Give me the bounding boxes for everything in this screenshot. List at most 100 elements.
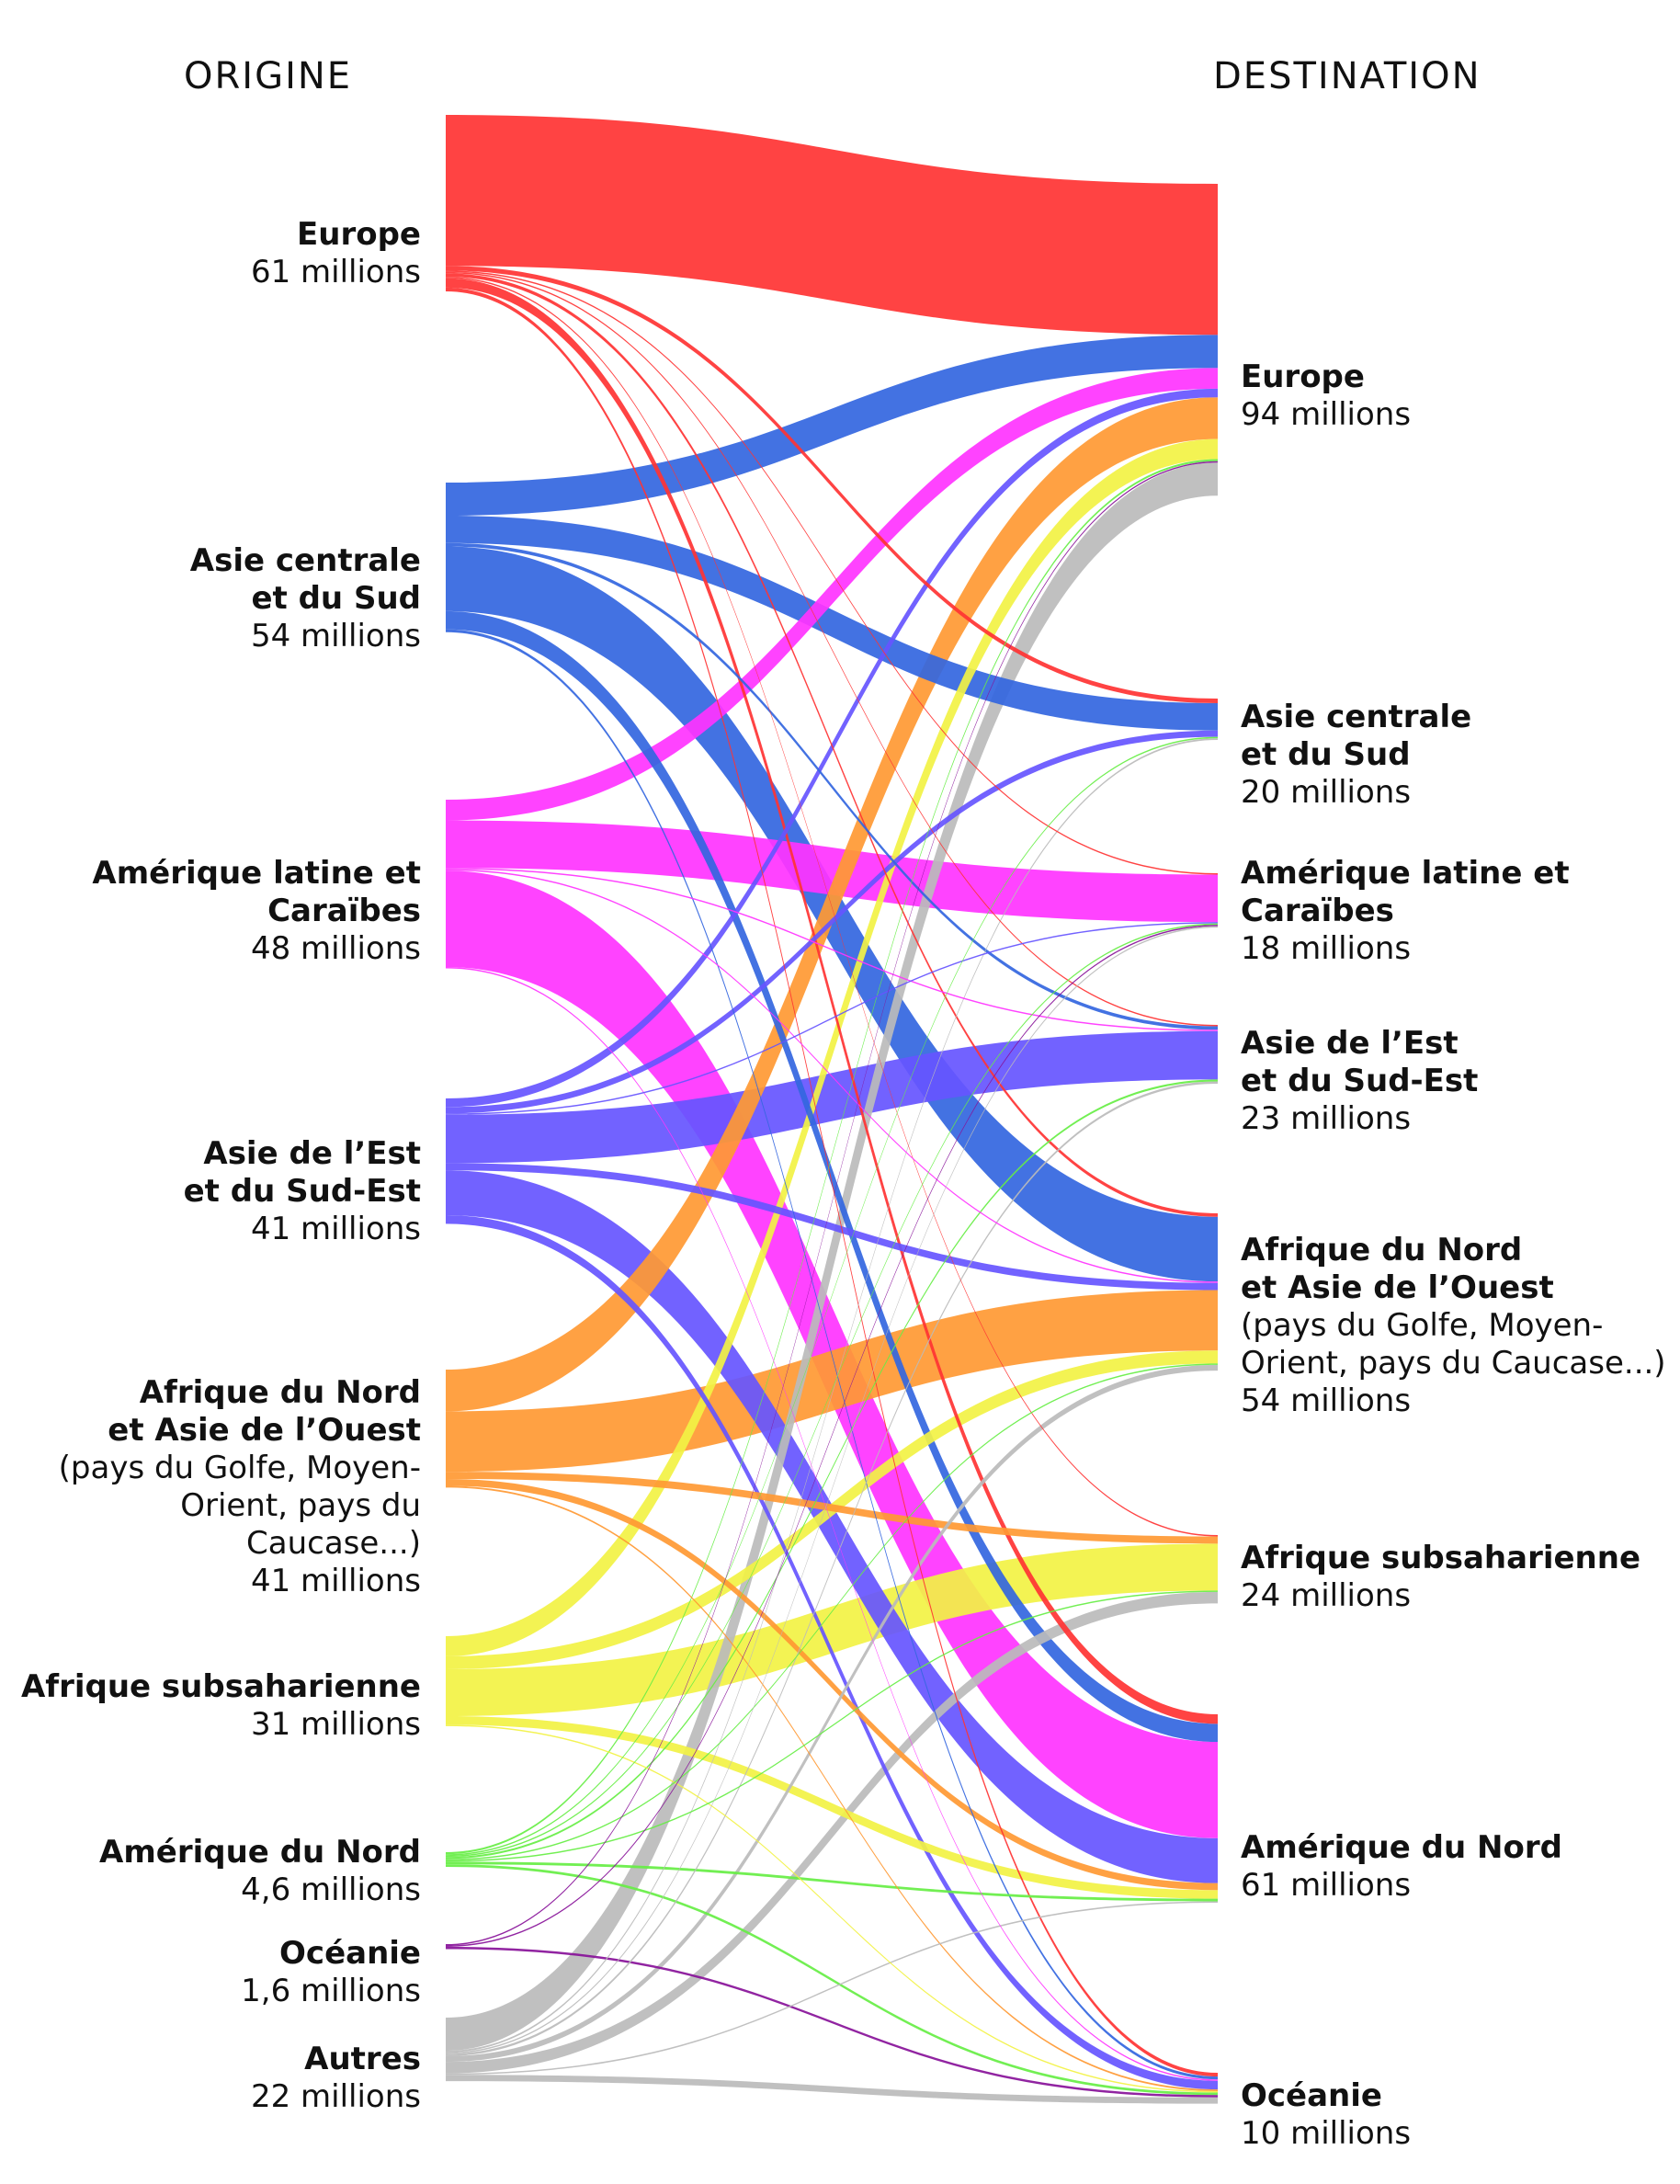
flow-al-to-eu xyxy=(446,368,1218,821)
label-title: Afrique subsaharienne xyxy=(20,1668,421,1705)
flow-an-to-eu xyxy=(446,397,1218,1412)
label-value: 24 millions xyxy=(1241,1577,1412,1614)
flow-ae-to-an xyxy=(446,1163,1218,1291)
flow-al-to-an xyxy=(446,869,1218,1283)
label-title: Afrique du Nord et Asie de l’Ouest xyxy=(108,1374,421,1449)
origin-label-ss: Afrique subsaharienne 31 millions xyxy=(21,1668,421,1744)
destination-label-as: Asie centrale et du Sud 20 millions xyxy=(1241,699,1471,812)
flow-an-to-an xyxy=(446,1290,1218,1473)
label-value: 94 millions xyxy=(1241,396,1412,433)
flow-eu-to-nam xyxy=(446,278,1218,1724)
flow-au-to-nam xyxy=(446,1901,1218,2076)
flow-al-to-al xyxy=(446,820,1218,923)
label-title: Asie de l’Est et du Sud-Est xyxy=(1241,1025,1479,1099)
label-value: 41 millions xyxy=(250,1563,421,1599)
flow-oc-to-al xyxy=(446,925,1218,1947)
flow-au-to-oc xyxy=(446,2075,1218,2104)
destination-label-al: Amérique latine et Caraïbes 18 millions xyxy=(1241,855,1570,968)
flow-ae-to-eu xyxy=(446,388,1218,1108)
flow-as-to-eu xyxy=(446,335,1218,516)
flow-oc-to-eu xyxy=(446,461,1218,1946)
flow-nam-to-al xyxy=(446,923,1218,1858)
flow-eu-to-al xyxy=(446,270,1218,875)
label-value: 1,6 millions xyxy=(241,1973,421,2009)
label-subtitle: (pays du Golfe, Moyen- Orient, pays du Ca… xyxy=(1241,1307,1666,1382)
origin-label-ae: Asie de l’Est et du Sud-Est 41 millions xyxy=(184,1135,421,1248)
label-value: 41 millions xyxy=(250,1211,421,1247)
flow-au-to-as xyxy=(446,738,1218,2053)
flow-nam-to-ae xyxy=(446,1079,1218,1860)
flow-ae-to-nam xyxy=(446,1170,1218,1883)
flow-ss-to-nam xyxy=(446,1716,1218,1899)
destination-label-ae: Asie de l’Est et du Sud-Est 23 millions xyxy=(1241,1025,1478,1138)
label-value: 10 millions xyxy=(1241,2115,1412,2152)
label-value: 61 millions xyxy=(250,254,421,290)
label-title: Europe xyxy=(297,216,421,253)
label-value: 18 millions xyxy=(1241,930,1412,967)
origin-label-oc: Océanie 1,6 millions xyxy=(241,1935,421,2010)
destination-label-oc: Océanie 10 millions xyxy=(1241,2077,1411,2153)
label-subtitle: (pays du Golfe, Moyen- Orient, pays du Ca… xyxy=(58,1450,421,1562)
origin-label-eu: Europe 61 millions xyxy=(251,216,421,291)
label-title: Afrique du Nord et Asie de l’Ouest xyxy=(1241,1232,1554,1306)
flow-al-to-ae xyxy=(446,868,1218,1031)
flow-eu-to-eu xyxy=(446,115,1218,336)
label-title: Océanie xyxy=(1241,2077,1382,2114)
label-title: Autres xyxy=(304,2041,421,2077)
flow-nam-to-nam xyxy=(446,1861,1218,1902)
origin-label-as: Asie centrale et du Sud 54 millions xyxy=(190,542,421,655)
destination-label-nam: Amérique du Nord 61 millions xyxy=(1241,1829,1562,1905)
flow-al-to-oc xyxy=(446,967,1218,2081)
label-title: Amérique du Nord xyxy=(1241,1829,1562,1866)
destination-label-an: Afrique du Nord et Asie de l’Ouest (pays d… xyxy=(1241,1232,1666,1420)
label-title: Amérique du Nord xyxy=(99,1834,421,1871)
label-title: Europe xyxy=(1241,358,1365,395)
flow-nam-to-ss xyxy=(446,1590,1218,1862)
label-value: 48 millions xyxy=(250,930,421,967)
flow-an-to-oc xyxy=(446,1485,1218,2091)
origin-label-al: Amérique latine et Caraïbes 48 millions xyxy=(92,855,421,968)
label-title: Afrique subsaharienne xyxy=(1241,1540,1641,1576)
flow-nam-to-as xyxy=(446,736,1218,1856)
flow-ss-to-eu xyxy=(446,438,1218,1656)
label-value: 22 millions xyxy=(250,2078,421,2115)
flow-ae-to-as xyxy=(446,730,1218,1114)
label-title: Amérique latine et Caraïbes xyxy=(92,855,421,929)
flow-ae-to-oc xyxy=(446,1215,1218,2090)
flow-ae-to-al xyxy=(446,922,1218,1115)
flow-eu-to-as xyxy=(446,266,1218,704)
flow-eu-to-oc xyxy=(446,287,1218,2077)
label-title: Asie centrale et du Sud xyxy=(1241,699,1472,773)
flow-ae-to-ae xyxy=(446,1030,1218,1164)
origin-label-an: Afrique du Nord et Asie de l’Ouest (pays d… xyxy=(0,1374,421,1600)
label-value: 20 millions xyxy=(1241,774,1412,811)
flow-an-to-ss xyxy=(446,1472,1218,1544)
flow-au-to-ss xyxy=(446,1591,1218,2074)
origin-label-nam: Amérique du Nord 4,6 millions xyxy=(99,1834,421,1909)
flow-as-to-nam xyxy=(446,610,1218,1743)
flow-as-to-ae xyxy=(446,542,1218,1030)
label-title: Asie de l’Est et du Sud-Est xyxy=(183,1135,421,1210)
flow-nam-to-eu xyxy=(446,459,1218,1855)
flow-as-to-oc xyxy=(446,629,1218,2080)
destination-label-ss: Afrique subsaharienne 24 millions xyxy=(1241,1540,1640,1615)
destination-label-eu: Europe 94 millions xyxy=(1241,358,1411,434)
label-value: 31 millions xyxy=(250,1706,421,1743)
origin-label-au: Autres 22 millions xyxy=(251,2041,421,2116)
flow-au-to-al xyxy=(446,926,1218,2054)
label-value: 4,6 millions xyxy=(241,1871,421,1908)
flow-ss-to-oc xyxy=(446,1724,1218,2093)
label-title: Amérique latine et Caraïbes xyxy=(1241,855,1570,929)
flow-eu-to-ss xyxy=(446,277,1218,1537)
flow-an-to-nam xyxy=(446,1478,1218,1891)
flow-oc-to-oc xyxy=(446,1947,1218,2098)
destination-header: DESTINATION xyxy=(1213,55,1481,97)
flow-nam-to-oc xyxy=(446,1864,1218,2096)
label-title: Asie centrale et du Sud xyxy=(189,542,421,617)
label-value: 61 millions xyxy=(1241,1867,1412,1904)
label-value: 54 millions xyxy=(250,618,421,654)
label-value: 54 millions xyxy=(1241,1382,1412,1419)
label-value: 23 millions xyxy=(1241,1100,1412,1137)
flow-au-to-ae xyxy=(446,1081,1218,2056)
